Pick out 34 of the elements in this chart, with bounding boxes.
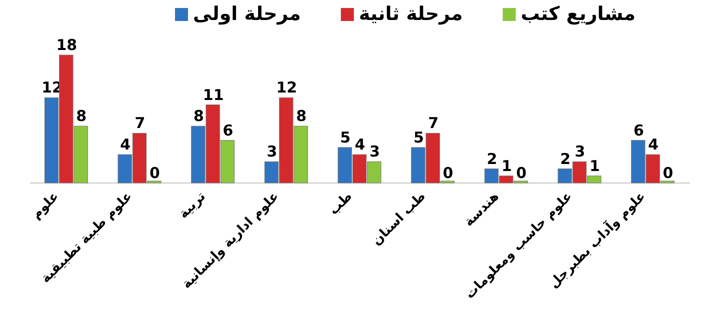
data-label: 3 (369, 142, 380, 161)
data-label: 3 (266, 142, 278, 161)
data-label: 0 (516, 164, 527, 182)
legend-label: مشاريع كتب (520, 3, 636, 25)
data-label: 4 (648, 136, 659, 154)
x-tick-label: طب (326, 189, 356, 218)
x-tick-label: طب اسنان (369, 189, 429, 249)
data-label: 0 (149, 164, 160, 182)
data-label: 0 (442, 164, 454, 182)
data-label: 1 (589, 156, 600, 175)
data-label: 4 (354, 136, 366, 154)
data-label: 11 (202, 86, 224, 104)
data-label: 18 (56, 36, 78, 54)
data-label: 0 (662, 164, 674, 182)
x-tick-label: تربية (176, 189, 209, 222)
data-label: 3 (574, 142, 586, 161)
data-label: 4 (120, 136, 131, 154)
data-label: 6 (633, 121, 644, 140)
data-label: 7 (428, 114, 439, 132)
data-label: 8 (76, 107, 87, 126)
data-label: 2 (560, 150, 571, 168)
legend-label: مرحلة اولى (193, 3, 301, 25)
data-label: 8 (193, 107, 204, 126)
data-label: 8 (296, 107, 307, 126)
x-tick-label: هندسة (462, 189, 502, 230)
data-label: 2 (486, 150, 498, 168)
data-label: 12 (276, 78, 298, 97)
x-tick-label: علوم (29, 189, 62, 222)
data-label: 6 (222, 121, 234, 140)
legend-label: مرحلة ثانية (358, 3, 463, 25)
data-label: 5 (340, 128, 351, 146)
data-label: 1 (501, 156, 512, 175)
data-label: 5 (413, 128, 424, 146)
data-label: 7 (134, 114, 146, 132)
